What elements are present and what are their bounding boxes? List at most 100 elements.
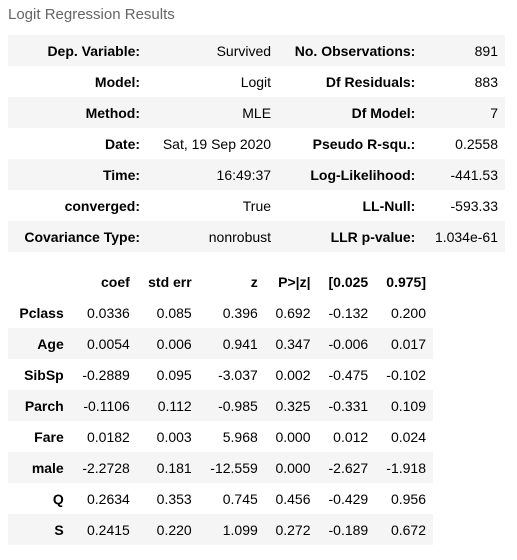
coef-value: 0.0336 [86, 304, 130, 321]
coef-value: -0.102 [386, 366, 426, 383]
coef-value: 0.095 [156, 366, 192, 383]
coef-value: 0.745 [222, 490, 258, 507]
coefficient-header-row: coef std err z P>|z| [0.025 0.975] [8, 266, 433, 297]
coef-value: 0.2415 [86, 521, 130, 538]
coef-row: Pclass 0.0336 0.085 0.396 0.692 -0.132 0.200 [8, 297, 433, 328]
coef-value: -0.006 [328, 335, 369, 352]
coef-value: 0.353 [156, 490, 192, 507]
summary-label: Log-Likelihood: [310, 166, 416, 183]
summary-label: LLR p-value: [330, 228, 416, 245]
summary-value: Sat, 19 Sep 2020 [162, 135, 272, 152]
summary-row: Covariance Type: nonrobust LLR p-value: 1.0… [8, 221, 505, 252]
summary-label: Df Residuals: [325, 73, 416, 90]
summary-value: 883 [474, 73, 498, 90]
coef-value: 0.672 [390, 521, 426, 538]
coef-value: -1.918 [386, 459, 426, 476]
coef-variable-name: S [54, 521, 64, 538]
coef-value: 0.085 [156, 304, 192, 321]
coef-value: 0.200 [390, 304, 426, 321]
coef-value: -2.627 [328, 459, 369, 476]
coef-row: Q 0.2634 0.353 0.745 0.456 -0.429 0.956 [8, 483, 433, 514]
summary-label: Model: [94, 73, 141, 90]
coef-value: 0.0054 [86, 335, 130, 352]
summary-label: Date: [105, 135, 141, 152]
coef-value: -0.1106 [83, 397, 130, 414]
summary-value: 891 [474, 42, 498, 59]
summary-value: MLE [242, 104, 272, 121]
coef-column-header: z [250, 273, 258, 290]
coef-value: 0.109 [390, 397, 426, 414]
coef-value: 0.272 [275, 521, 311, 538]
summary-label: LL-Null: [362, 197, 416, 214]
coef-value: -0.331 [328, 397, 369, 414]
coef-value: 0.181 [156, 459, 192, 476]
summary-value: 0.2558 [455, 135, 498, 152]
summary-row: Model: Logit Df Residuals: 883 [8, 66, 505, 97]
coef-value: 0.456 [275, 490, 311, 507]
coef-value: 0.0182 [86, 428, 130, 445]
coef-value: 0.956 [390, 490, 426, 507]
coef-value: 0.347 [275, 335, 311, 352]
coef-value: -12.559 [210, 459, 258, 476]
summary-value: -593.33 [450, 197, 498, 214]
summary-row: Method: MLE Df Model: 7 [8, 97, 505, 128]
coef-value: 0.017 [390, 335, 426, 352]
coef-column-header: coef [101, 273, 130, 290]
coef-variable-name: Fare [34, 428, 64, 445]
coef-column-header: P>|z| [278, 273, 311, 290]
table-caption: Logit Regression Results [8, 6, 175, 23]
coef-row: Parch -0.1106 0.112 -0.985 0.325 -0.331 0.109 [8, 390, 433, 421]
summary-row: Time: 16:49:37 Log-Likelihood: -441.53 [8, 159, 505, 190]
coef-value: 5.968 [222, 428, 258, 445]
coef-column-header: std err [148, 273, 192, 290]
coef-column-header: 0.975] [386, 273, 426, 290]
summary-label: Time: [102, 166, 141, 183]
coef-value: -3.037 [218, 366, 258, 383]
summary-label: Pseudo R-squ.: [312, 135, 416, 152]
summary-value: 7 [490, 104, 498, 121]
coef-value: 0.2634 [86, 490, 130, 507]
coef-variable-name: SibSp [24, 366, 64, 383]
coef-variable-name: male [31, 459, 64, 476]
coef-column-header [8, 266, 71, 297]
summary-value: 1.034e-61 [434, 228, 498, 245]
coef-value: 0.325 [275, 397, 311, 414]
coef-value: 1.099 [222, 521, 258, 538]
coef-value: 0.006 [156, 335, 192, 352]
summary-label: converged: [64, 197, 141, 214]
coef-value: 0.220 [156, 521, 192, 538]
coefficient-table: coef std err z P>|z| [0.025 0.975] Pclass 0.03… [8, 266, 433, 545]
summary-row: converged: True LL-Null: -593.33 [8, 190, 505, 221]
summary-label: No. Observations: [294, 42, 416, 59]
summary-value: 16:49:37 [216, 166, 272, 183]
summary-label: Df Model: [351, 104, 416, 121]
coef-value: -0.475 [328, 366, 369, 383]
coef-value: -0.2889 [82, 366, 130, 383]
coef-variable-name: Q [52, 490, 64, 507]
coef-variable-name: Age [37, 335, 64, 352]
coef-value: 0.112 [157, 397, 192, 414]
coef-value: 0.024 [390, 428, 426, 445]
summary-label: Covariance Type: [24, 228, 141, 245]
coef-value: 0.941 [222, 335, 258, 352]
summary-value: Survived [216, 42, 272, 59]
coef-variable-name: Pclass [19, 304, 64, 321]
coef-variable-name: Parch [24, 397, 64, 414]
summary-label: Dep. Variable: [47, 42, 141, 59]
coef-value: -2.2728 [82, 459, 130, 476]
summary-row: Date: Sat, 19 Sep 2020 Pseudo R-squ.: 0.255… [8, 128, 505, 159]
coef-value: -0.429 [328, 490, 369, 507]
coef-value: 0.692 [275, 304, 311, 321]
summary-value: Logit [240, 73, 272, 90]
coef-value: 0.003 [156, 428, 192, 445]
coef-column-header: [0.025 [328, 273, 369, 290]
coef-value: 0.000 [275, 459, 311, 476]
coef-value: 0.000 [275, 428, 311, 445]
coef-row: SibSp -0.2889 0.095 -3.037 0.002 -0.475 -0.102 [8, 359, 433, 390]
summary-label: Method: [85, 104, 141, 121]
summary-value: True [242, 197, 272, 214]
summary-row: Dep. Variable: Survived No. Observations: 8… [8, 35, 505, 66]
coef-value: 0.002 [275, 366, 311, 383]
coef-row: S 0.2415 0.220 1.099 0.272 -0.189 0.672 [8, 514, 433, 545]
coef-value: -0.189 [328, 521, 369, 538]
